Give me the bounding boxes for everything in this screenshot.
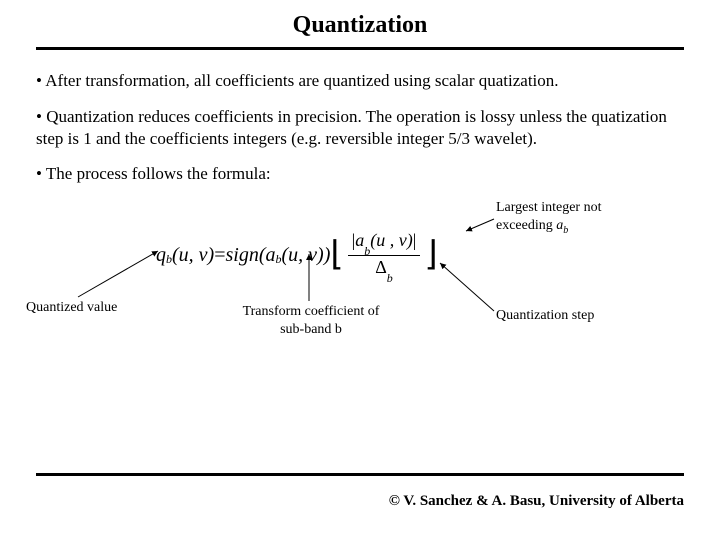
bullet-2: • Quantization reduces coefficients in p…	[36, 106, 684, 150]
arrows-svg	[36, 199, 684, 339]
copyright: © V. Sanchez & A. Basu, University of Al…	[389, 493, 684, 510]
bullet-1: • After transformation, all coefficients…	[36, 70, 684, 92]
slide-root: Quantization • After transformation, all…	[0, 0, 720, 540]
slide-title: Quantization	[0, 0, 720, 43]
formula-region: qb(u, v) = sign(ab(u, v)) ⌊ |ab(u , v)| …	[36, 199, 684, 339]
content-area: • After transformation, all coefficients…	[0, 50, 720, 339]
bullet-3: • The process follows the formula:	[36, 163, 684, 185]
rule-bottom	[36, 473, 684, 476]
